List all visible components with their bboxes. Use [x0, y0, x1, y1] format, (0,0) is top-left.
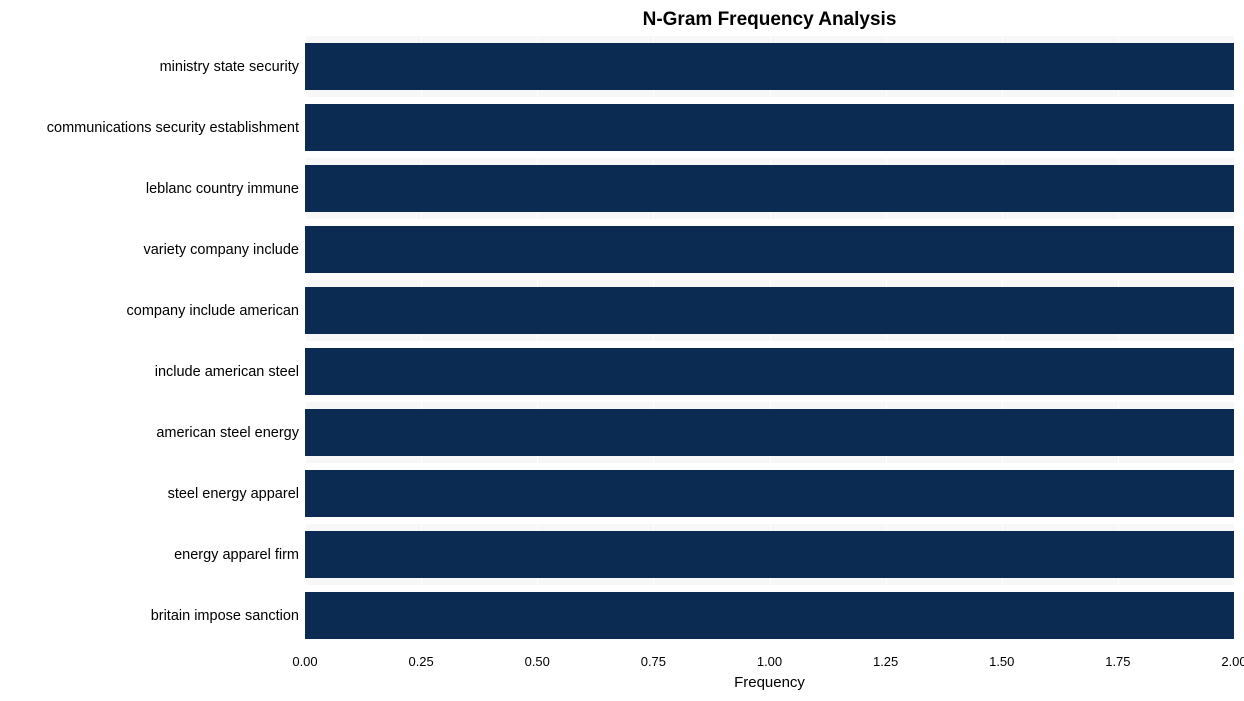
y-tick-label: company include american: [127, 303, 299, 318]
bar: [305, 470, 1234, 517]
x-tick-label: 1.00: [757, 654, 782, 669]
y-tick-label: communications security establishment: [47, 120, 299, 135]
bar: [305, 531, 1234, 578]
y-tick-label: britain impose sanction: [151, 608, 299, 623]
gridline: [1234, 36, 1235, 646]
x-tick-label: 2.00: [1221, 654, 1244, 669]
x-tick-label: 1.25: [873, 654, 898, 669]
x-tick-label: 0.00: [292, 654, 317, 669]
x-axis-label: Frequency: [305, 674, 1234, 691]
bar: [305, 287, 1234, 334]
plot-area: [305, 36, 1234, 646]
ngram-frequency-chart: N-Gram Frequency Analysis ministry state…: [0, 0, 1244, 701]
y-tick-label: steel energy apparel: [168, 486, 299, 501]
bar: [305, 348, 1234, 395]
bar: [305, 104, 1234, 151]
y-tick-label: include american steel: [155, 364, 299, 379]
x-tick-label: 1.50: [989, 654, 1014, 669]
x-tick-label: 1.75: [1105, 654, 1130, 669]
y-tick-label: energy apparel firm: [174, 547, 299, 562]
y-tick-label: american steel energy: [156, 425, 299, 440]
x-tick-label: 0.75: [641, 654, 666, 669]
bar: [305, 43, 1234, 90]
y-tick-label: ministry state security: [160, 59, 299, 74]
bar: [305, 409, 1234, 456]
bar: [305, 592, 1234, 639]
bar: [305, 226, 1234, 273]
y-tick-label: leblanc country immune: [146, 181, 299, 196]
bar: [305, 165, 1234, 212]
y-tick-label: variety company include: [143, 242, 299, 257]
x-tick-label: 0.25: [408, 654, 433, 669]
x-tick-label: 0.50: [525, 654, 550, 669]
chart-title: N-Gram Frequency Analysis: [305, 9, 1234, 31]
